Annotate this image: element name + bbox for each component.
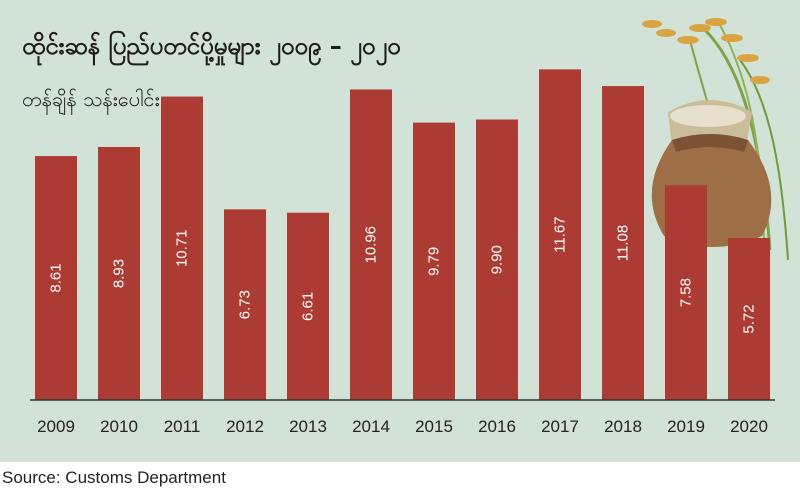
x-tick-label: 2017 xyxy=(541,417,579,436)
bar-value-label: 9.90 xyxy=(489,245,506,274)
rice-sack-illustration xyxy=(642,18,789,261)
bar-2013 xyxy=(287,212,329,400)
x-tick-label: 2015 xyxy=(415,417,453,436)
bar-2016 xyxy=(476,119,518,400)
x-tick-label: 2012 xyxy=(226,417,264,436)
x-tick-label: 2020 xyxy=(730,417,768,436)
bar-value-label: 10.71 xyxy=(174,230,191,268)
x-tick-label: 2016 xyxy=(478,417,516,436)
bar-2019 xyxy=(665,185,707,400)
bar-2017 xyxy=(539,69,581,400)
bar-value-label: 6.61 xyxy=(300,292,317,321)
x-tick-label: 2010 xyxy=(100,417,138,436)
bar-2015 xyxy=(413,122,455,400)
source-note: Source: Customs Department xyxy=(2,468,226,487)
bar-value-label: 9.79 xyxy=(426,247,443,276)
bar-2012 xyxy=(224,209,266,400)
bar-2020 xyxy=(728,237,770,400)
bar-value-label: 11.67 xyxy=(552,216,569,252)
x-tick-label: 2013 xyxy=(289,417,327,436)
x-tick-label: 2009 xyxy=(37,417,75,436)
bar-value-label: 8.61 xyxy=(48,263,65,292)
x-tick-label: 2014 xyxy=(352,417,390,436)
bar-value-label: 8.93 xyxy=(111,259,128,288)
bar-2010 xyxy=(98,146,140,400)
bar-chart: 8.61 8.93 10.71 6.73 6.61 10.96 9.79 9.90 11.67 1… xyxy=(30,18,789,436)
bar-2018 xyxy=(602,86,644,401)
bar-value-label: 5.72 xyxy=(741,304,758,333)
bar-value-label: 6.73 xyxy=(237,290,254,319)
x-tick-label: 2011 xyxy=(164,417,201,436)
bar-2009 xyxy=(35,156,77,400)
chart-subtitle: တန်ချိန် သန်းပေါင်း xyxy=(22,87,160,111)
bar-value-label: 11.08 xyxy=(615,225,632,261)
chart-title: ထိုင်းဆန် ပြည်ပတင်ပို့မှုများ ၂၀၀၉ – ၂၀၂… xyxy=(22,32,401,60)
bar-value-label: 7.58 xyxy=(678,278,695,307)
bar-value-label: 10.96 xyxy=(363,226,380,264)
x-tick-label: 2018 xyxy=(604,417,642,436)
x-tick-label: 2019 xyxy=(667,417,705,436)
bar-2014 xyxy=(350,89,392,400)
bar-2011 xyxy=(161,96,203,401)
